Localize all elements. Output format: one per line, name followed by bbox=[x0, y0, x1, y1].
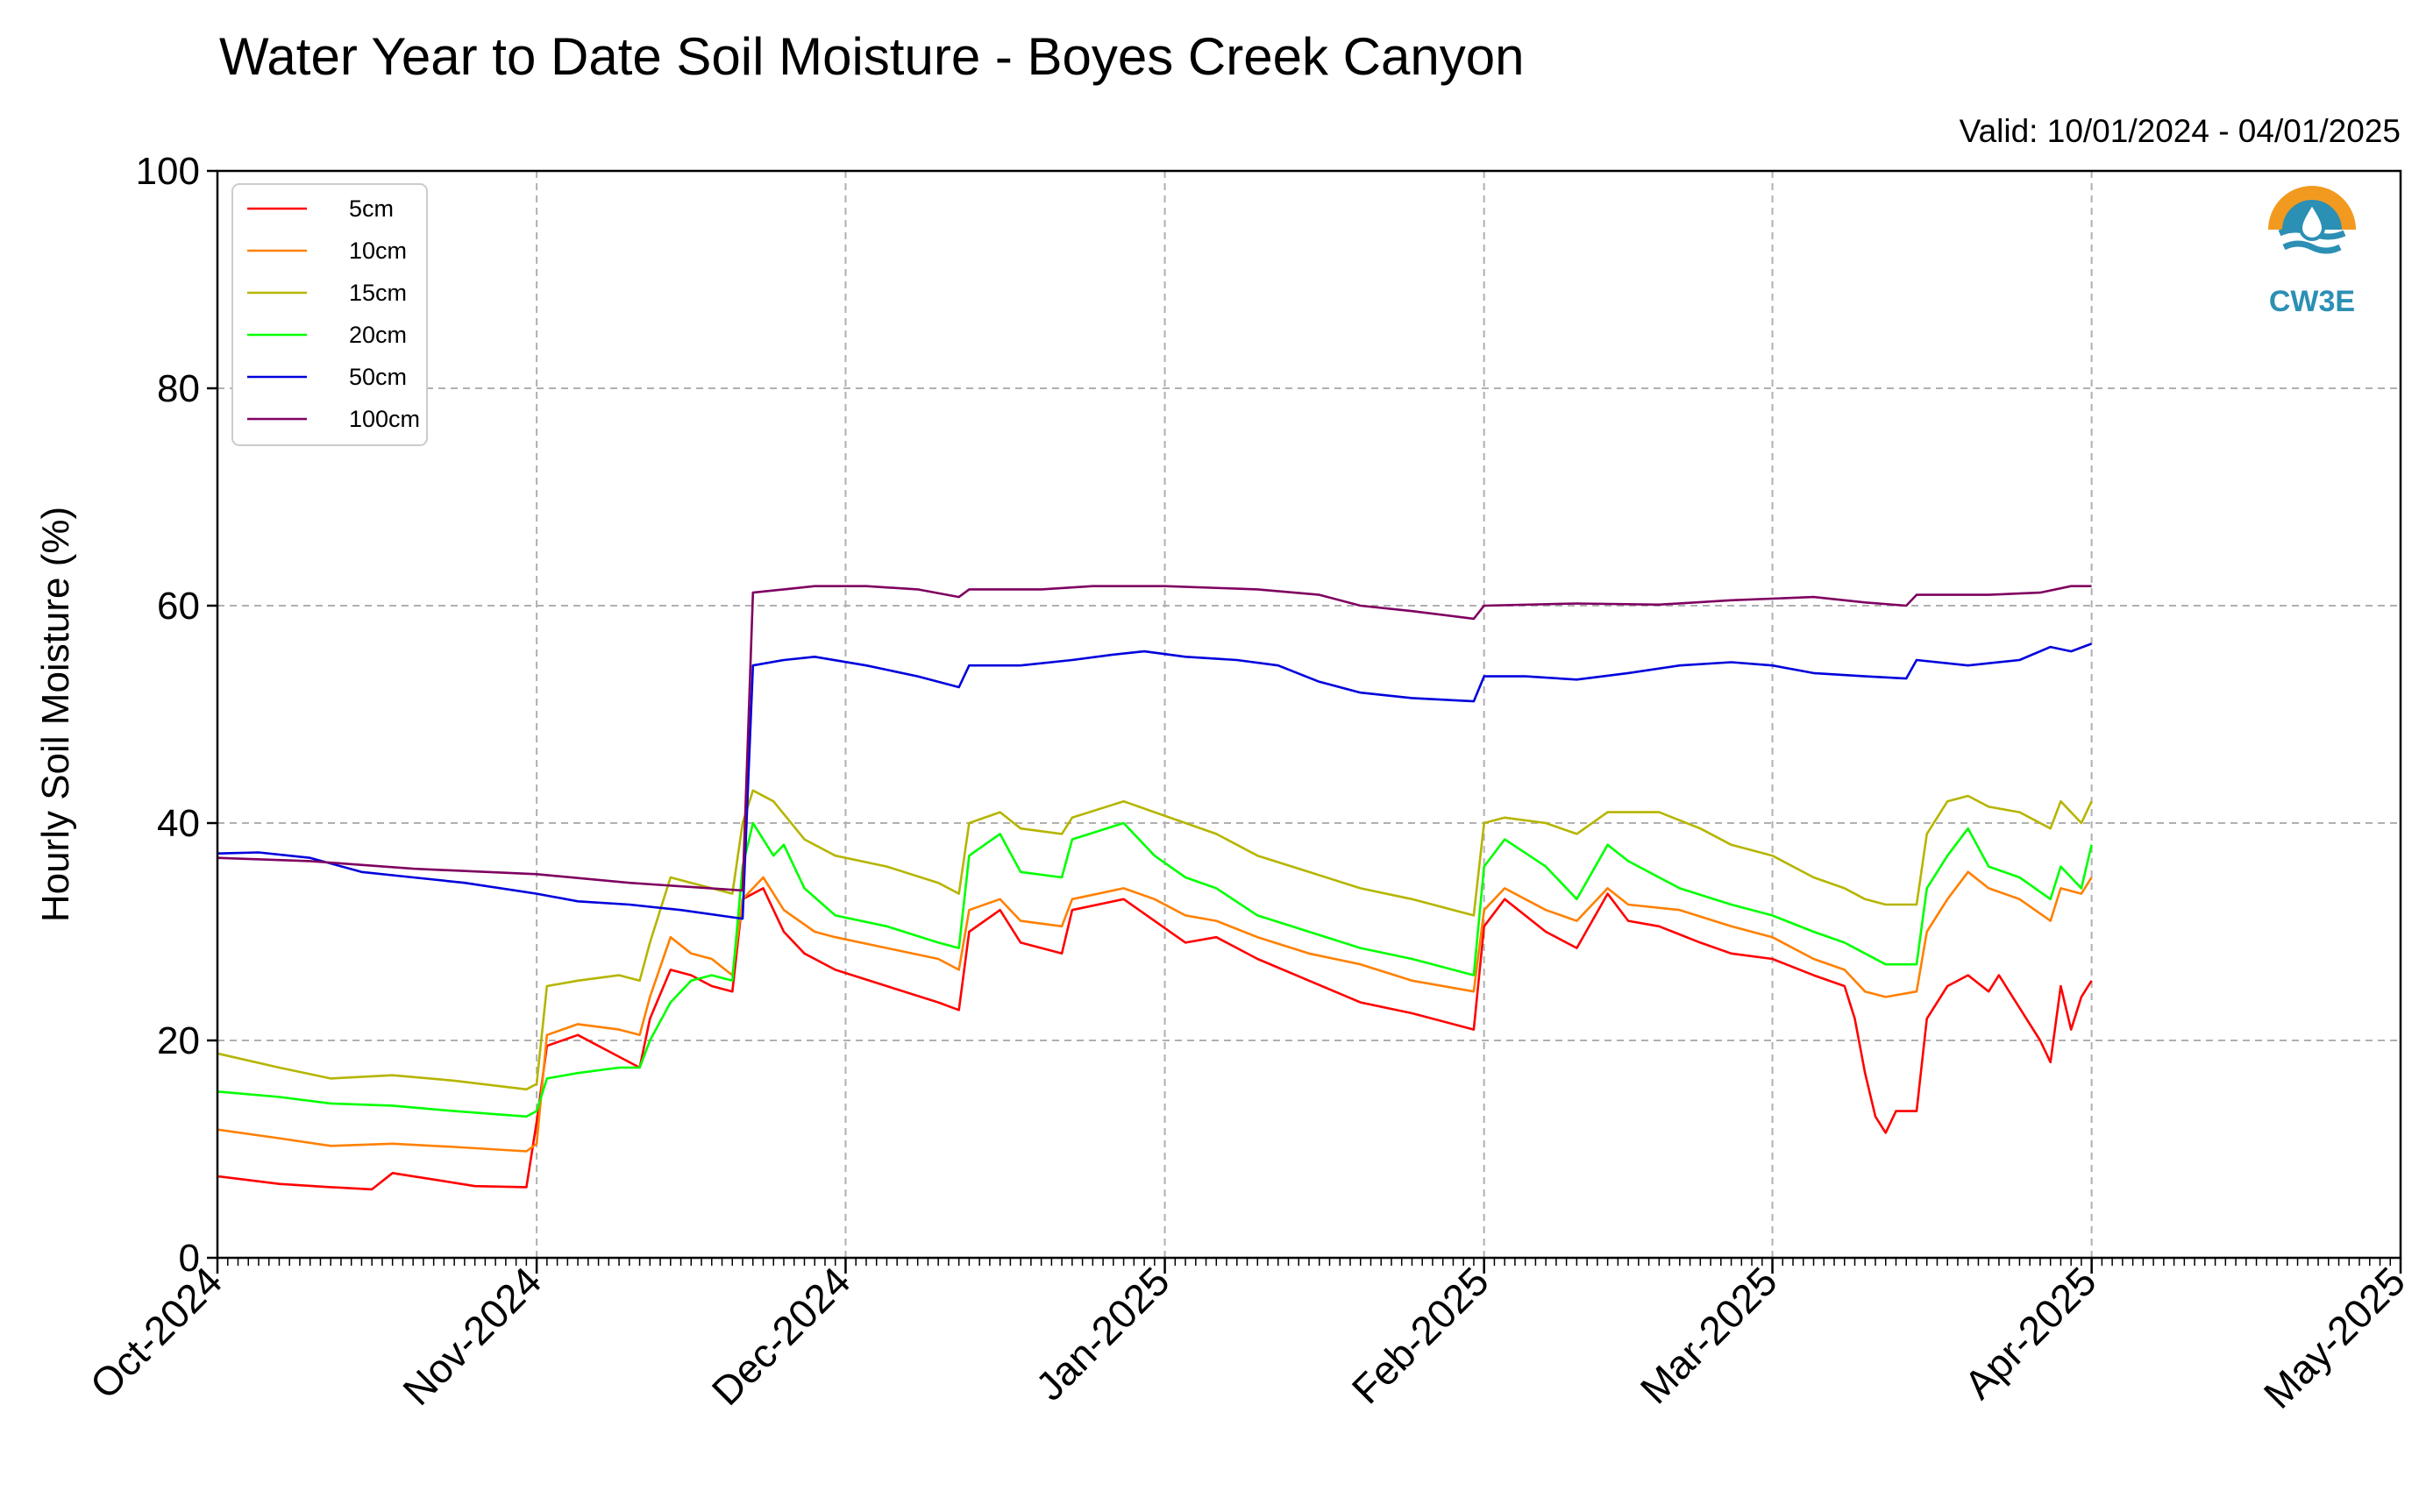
legend: 5cm 10cm 15cm 20cm 50cm 100cm bbox=[231, 183, 428, 446]
y-tick-labels: 0 20 40 60 80 100 bbox=[136, 150, 200, 1280]
y-tick-label: 80 bbox=[157, 367, 200, 410]
legend-label-5cm: 5cm bbox=[349, 195, 394, 222]
series-line-20cm bbox=[217, 821, 2093, 1118]
chart-title: Water Year to Date Soil Moisture - Boyes… bbox=[219, 27, 1524, 86]
series-lines bbox=[217, 585, 2093, 1191]
legend-box bbox=[231, 183, 428, 446]
legend-label-50cm: 50cm bbox=[349, 364, 407, 390]
legend-label-100cm: 100cm bbox=[349, 406, 420, 432]
y-axis-label: Hourly Soil Moisture (%) bbox=[34, 507, 77, 922]
legend-label-20cm: 20cm bbox=[349, 322, 407, 348]
chart-subtitle: Valid: 10/01/2024 - 04/01/2025 bbox=[1960, 113, 2401, 149]
series-line-5cm bbox=[217, 887, 2093, 1191]
series-line-10cm bbox=[217, 870, 2093, 1153]
series-line-15cm bbox=[217, 789, 2093, 1091]
logo-text: CW3E bbox=[2269, 285, 2355, 318]
gridlines bbox=[217, 171, 2401, 1258]
y-tick-label: 60 bbox=[157, 585, 200, 628]
series-line-50cm bbox=[217, 642, 2093, 920]
series-line-100cm bbox=[217, 585, 2092, 892]
y-tick-label: 20 bbox=[157, 1019, 200, 1062]
axis-ticks bbox=[207, 169, 2402, 1274]
y-tick-label: 40 bbox=[157, 802, 200, 845]
y-tick-label: 0 bbox=[179, 1237, 200, 1280]
logo-wave-icon-2 bbox=[2282, 240, 2342, 254]
cw3e-logo: CW3E bbox=[2266, 186, 2358, 318]
water-drop-icon bbox=[2298, 200, 2326, 241]
y-tick-label: 100 bbox=[136, 150, 200, 193]
legend-label-10cm: 10cm bbox=[349, 238, 407, 264]
legend-label-15cm: 15cm bbox=[349, 280, 407, 306]
